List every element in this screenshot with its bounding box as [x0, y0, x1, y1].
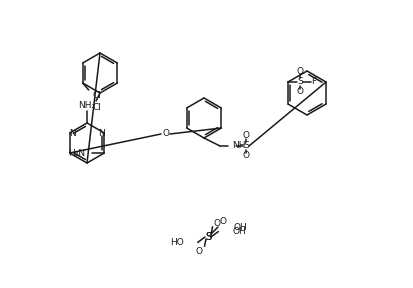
Text: O: O [219, 217, 226, 226]
Text: OH: OH [232, 227, 246, 236]
Text: S: S [205, 232, 211, 242]
Text: O: O [213, 219, 220, 228]
Text: Cl: Cl [93, 103, 102, 113]
Text: S: S [243, 141, 249, 151]
Text: F: F [311, 77, 316, 86]
Text: O: O [297, 88, 304, 96]
Text: O: O [242, 132, 249, 141]
Text: NH: NH [232, 141, 245, 151]
Text: N: N [69, 128, 76, 137]
Text: O: O [196, 247, 203, 256]
Text: N: N [98, 128, 105, 137]
Text: HO: HO [170, 238, 184, 247]
Text: O: O [297, 67, 304, 77]
Text: O: O [242, 151, 249, 160]
Text: OH: OH [233, 223, 247, 232]
Text: H₂N: H₂N [68, 149, 85, 158]
Text: NH₂: NH₂ [78, 101, 95, 109]
Text: O: O [162, 130, 169, 139]
Text: Cl: Cl [92, 92, 101, 101]
Text: S: S [297, 77, 303, 86]
Text: S: S [205, 232, 211, 242]
